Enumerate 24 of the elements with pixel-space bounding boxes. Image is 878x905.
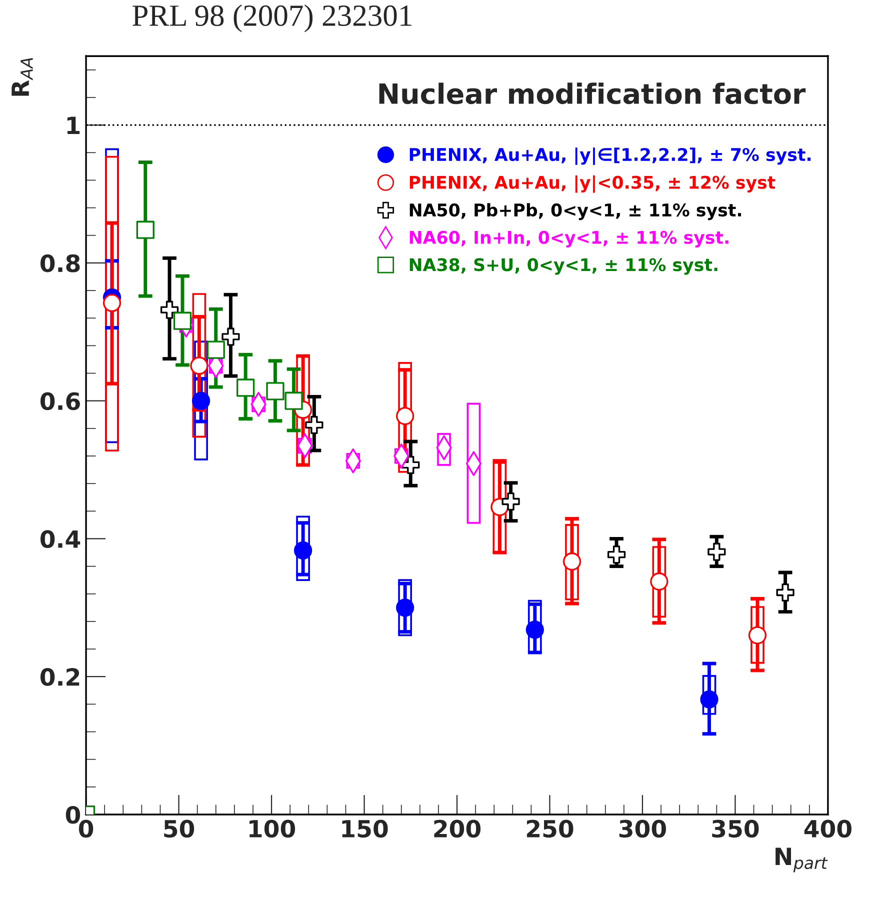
y-tick-label: 1 (67, 116, 80, 134)
legend-label: NA38, S+U, 0<y<1, ± 11% syst. (410, 258, 718, 275)
x-tick-label: 250 (526, 820, 574, 838)
y-tick-label: 0 (66, 806, 80, 824)
text: PRL 98 (2007) 232301 (132, 4, 412, 32)
y-tick-label: 0.6 (40, 392, 80, 410)
y-axis-title: R$_{AA}$ (12, 58, 33, 96)
y-tick-label: 0.2 (40, 668, 80, 686)
x-axis-title: N$_{part}$ (776, 848, 828, 872)
x-tick-label: 300 (619, 820, 666, 838)
x-tick-label: 150 (342, 820, 388, 838)
legend-label: PHENIX, Au+Au, |y|<0.35, ± 12% syst (410, 175, 776, 193)
x-tick-label: 0 (78, 820, 94, 838)
y-tick-label: 0.4 (40, 530, 80, 548)
legend-label: NA50, Pb+Pb, 0<y<1, ± 11% syst. (410, 203, 742, 220)
y-tick-label: 0.8 (40, 254, 80, 272)
legend-label: NA60, In+In, 0<y<1, ± 11% syst. (410, 230, 728, 248)
x-tick-label: 100 (250, 820, 296, 838)
x-tick-label: 400 (804, 820, 852, 838)
x-tick-label: 350 (712, 820, 759, 838)
x-tick-label: 50 (164, 820, 194, 838)
text: Nuclear modification factor (379, 82, 806, 104)
x-tick-label: 200 (434, 820, 481, 838)
legend-label: PHENIX, Au+Au, |y|∈[1.2,2.2], ± 7% syst. (410, 148, 811, 165)
